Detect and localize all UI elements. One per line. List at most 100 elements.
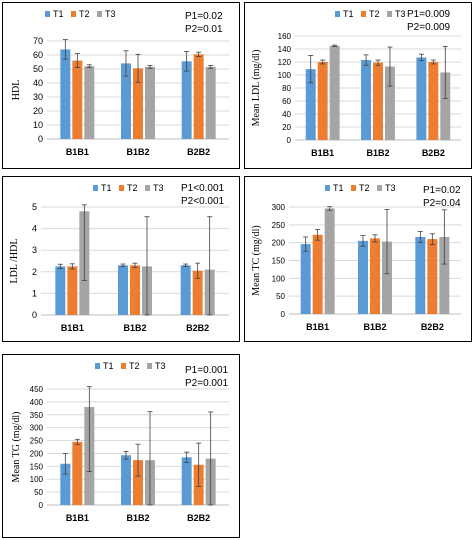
bar-t3-b1b1 [329,45,340,140]
y-tick-label: 60 [33,50,43,60]
legend-label-t1: T1 [103,361,114,371]
legend-label-t2: T2 [359,183,370,193]
x-tick-label-b1b2: B1B2 [126,513,149,523]
legend-swatch-t2 [361,11,366,17]
x-tick-label-b1b1: B1B1 [66,147,89,157]
p-value-annotation: P1=0.009 [407,9,451,20]
legend-label-t2: T2 [127,183,138,193]
bar-t1-b2b2 [415,236,426,314]
bar-t1-b1b1 [60,463,71,505]
tc-chart-svg: 0 50 100 150 200 250 300 B1B1 B1B2 B2B2 Mean TC (m… [251,183,461,332]
y-tick-label: 20 [282,123,291,132]
y-tick-label: 60 [282,97,291,106]
bar-t1-b1b1 [305,69,316,140]
y-tick-label: 1 [32,288,37,298]
y-tick-label: 120 [278,58,292,67]
hdl-chart-svg: 0 10 20 30 40 50 60 70 B1B1 B1B2 B2B2 HDL T1 T2 T3 P1=0… [11,9,229,157]
p-value-annotation: P1=0.02 [185,11,223,22]
bar-t1-b1b2 [121,63,131,139]
y-tick-label: 0 [287,136,292,145]
bar-t3-b2b2 [205,66,216,139]
y-tick-label: 250 [272,221,286,230]
bar-t1-b1b1 [55,266,66,315]
legend-swatch-t2 [119,185,124,191]
y-axis-label: Mean LDL (mg/dl) [251,50,262,127]
bar-t1-b2b2 [180,265,191,315]
hdl-chart-panel: 0 10 20 30 40 50 60 70 B1B1 B1B2 B2B2 HDL T1 T2 T3 P1=0… [2,2,240,169]
legend-label-t2: T2 [129,361,140,371]
y-tick-label: 400 [30,398,44,407]
y-axis-label: HDL [11,80,22,101]
legend-label-t3: T3 [155,361,166,371]
bar-t3-b1b2 [382,241,392,314]
y-tick-label: 50 [33,64,43,74]
bar-t1-b2b2 [181,457,192,505]
legend-swatch-t1 [45,11,50,17]
legend-swatch-t1 [335,11,340,17]
y-tick-label: 100 [278,71,292,80]
legend-label-t3: T3 [153,183,164,193]
legend-label-t3: T3 [105,9,116,19]
bar-t2-b2b2 [427,239,438,314]
p-value-annotation: P1=0.02 [423,185,461,196]
bar-t1-b1b2 [121,455,131,505]
bar-t2-b1b1 [312,234,323,314]
x-tick-label-b2b2: B2B2 [187,147,210,157]
y-tick-label: 300 [30,424,44,433]
x-tick-label-b1b2: B1B2 [366,148,389,158]
legend-label-t3: T3 [395,9,406,19]
bar-t2-b1b1 [72,441,83,505]
y-tick-label: 350 [30,411,44,420]
bar-t2-b1b2 [370,238,380,314]
bar-t3-b2b2 [439,236,450,314]
bar-t2-b2b2 [428,62,439,140]
bar-t2-b1b2 [130,265,140,315]
x-tick-label-b1b1: B1B1 [66,513,89,523]
y-tick-label: 40 [282,110,291,119]
x-tick-label-b2b2: B2B2 [422,148,445,158]
y-tick-label: 0 [32,310,37,320]
p-value-annotation: P2=0.04 [423,198,461,209]
x-tick-label-b1b1: B1B1 [306,322,329,332]
p-value-annotation: P2<0.001 [181,196,225,207]
p-value-annotation: P1<0.001 [181,183,225,194]
y-tick-label: 0 [38,134,43,144]
bar-t2-b1b2 [133,460,143,505]
y-tick-label: 0 [39,501,44,510]
y-tick-label: 50 [276,292,285,301]
y-tick-label: 100 [30,475,44,484]
bar-t2-b1b1 [317,62,328,140]
ldl-chart-panel: 0 20 40 60 80 100 120 140 160 B1B1 B1B2 B2B2 Mean LD… [244,2,472,169]
legend-swatch-t3 [145,185,150,191]
bar-t2-b2b2 [193,54,204,139]
x-tick-label-b1b2: B1B2 [363,322,386,332]
y-tick-label: 70 [33,36,43,46]
tg-chart-svg: 0 50 100 150 200 250 300 350 400 450 B1B1 B1B2 B2B2 M… [11,361,229,523]
y-tick-label: 200 [272,239,286,248]
x-tick-label-b1b1: B1B1 [61,323,84,333]
y-tick-label: 150 [30,462,44,471]
bar-t3-b1b2 [145,66,155,139]
y-tick-label: 140 [278,45,292,54]
ldl-hdl-ratio-chart-panel: 0 1 2 3 4 5 B1B1 B1B2 B2B2 LDL /HDL T1 T2 T3 P1<0.001… [2,176,240,342]
y-tick-label: 40 [33,78,43,88]
legend-label-t1: T1 [333,183,344,193]
bar-t1-b1b1 [300,244,311,314]
y-tick-label: 4 [32,224,37,234]
bar-t2-b1b2 [373,62,383,140]
y-tick-label: 80 [282,84,291,93]
y-tick-label: 20 [33,106,43,116]
legend-label-t1: T1 [343,9,354,19]
y-tick-label: 250 [30,437,44,446]
p-value-annotation: P1=0.001 [185,365,229,376]
legend-label-t3: T3 [385,183,396,193]
bar-t1-b1b2 [118,265,128,315]
p-value-annotation: P2=0.01 [185,24,223,35]
bar-t1-b2b2 [181,61,192,139]
y-tick-label: 3 [32,245,37,255]
y-tick-label: 160 [278,32,292,41]
y-tick-label: 150 [272,257,286,266]
bar-t3-b1b1 [84,66,95,139]
legend-label-t2: T2 [369,9,380,19]
legend-swatch-t1 [93,185,98,191]
